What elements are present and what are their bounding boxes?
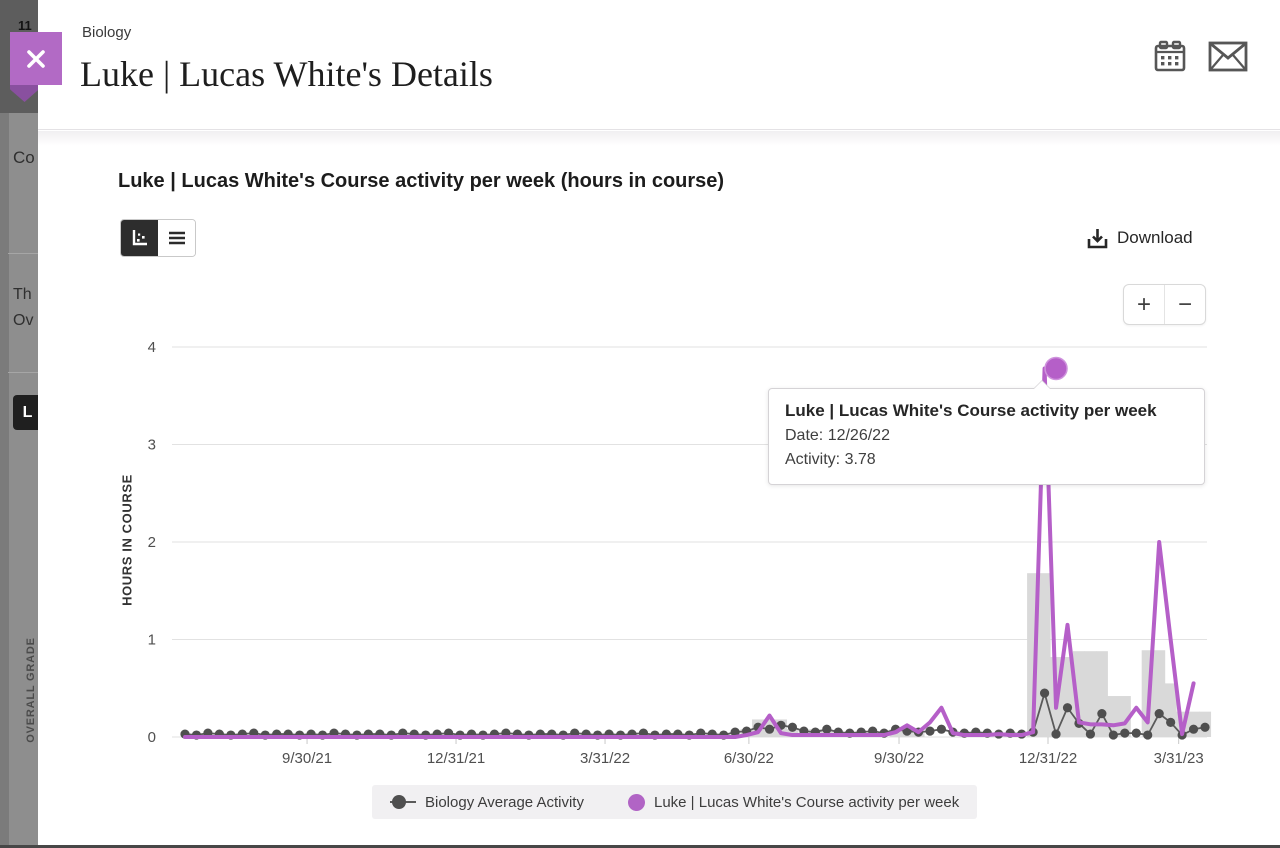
average-series-dot (1154, 709, 1164, 719)
close-button[interactable] (10, 32, 62, 85)
average-series-dot (1051, 729, 1061, 739)
modal-header (38, 0, 1280, 130)
x-tick-label: 9/30/22 (874, 750, 924, 767)
average-series-marker-icon (390, 795, 416, 809)
bar-chart-icon (132, 230, 147, 246)
course-label: Biology (82, 24, 132, 41)
y-tick-label: 4 (148, 339, 156, 356)
average-series-dot (925, 726, 935, 736)
activity-bar (1038, 573, 1051, 737)
chart-view-button[interactable] (121, 220, 158, 256)
download-icon (1087, 228, 1108, 248)
chart-zoom-control: + − (1123, 284, 1206, 325)
backdrop-text-fragment: 11 (18, 18, 32, 33)
y-tick-label: 3 (148, 437, 156, 454)
overall-grade-vertical-label: OVERALL GRADE (25, 637, 37, 743)
backdrop-text-fragment: Ov (13, 312, 34, 329)
luke-series-marker-icon (627, 793, 645, 811)
y-tick-label: 0 (148, 729, 156, 746)
download-label: Download (1117, 228, 1193, 247)
tooltip-date: Date: 12/26/22 (785, 427, 890, 444)
tooltip-title: Luke | Lucas White's Course activity per… (785, 401, 1157, 420)
backdrop-button-fragment: L (13, 395, 38, 430)
x-tick-label: 3/31/23 (1154, 750, 1204, 767)
chart-section-title: Luke | Lucas White's Course activity per… (118, 170, 725, 192)
x-tick-label: 12/31/21 (427, 750, 485, 767)
average-series-dot (1188, 724, 1199, 734)
average-series-dot (1085, 729, 1096, 739)
backdrop-text-fragment: Co (13, 148, 35, 167)
average-series-dot (936, 724, 947, 734)
activity-bar (1084, 651, 1097, 737)
calendar-button[interactable] (1152, 38, 1188, 77)
close-icon (27, 49, 45, 68)
activity-bar (1061, 657, 1074, 737)
average-series-dot (1143, 730, 1153, 740)
legend-label: Biology Average Activity (425, 793, 584, 811)
average-series-dot (1097, 709, 1107, 719)
highlighted-data-point[interactable] (1044, 356, 1068, 381)
data-point-tooltip: Luke | Lucas White's Course activity per… (768, 380, 1205, 485)
average-series-dot (822, 724, 832, 734)
luke-series-line (183, 366, 1196, 739)
average-series-dot (787, 722, 798, 732)
y-tick-label: 1 (148, 632, 156, 649)
average-series-dot (1062, 703, 1073, 713)
backdrop-divider (8, 372, 38, 373)
legend-item-average: Biology Average Activity (390, 794, 584, 811)
calendar-icon (1154, 40, 1186, 72)
mail-icon (1208, 41, 1248, 72)
page-title: Luke | Lucas White's Details (80, 54, 493, 94)
activity-bar (1118, 696, 1131, 737)
activity-bar (1153, 650, 1166, 737)
backdrop-edge (0, 0, 9, 848)
x-tick-label: 6/30/22 (724, 750, 774, 767)
message-button[interactable] (1208, 41, 1248, 75)
x-tick-label: 3/31/22 (580, 750, 630, 767)
average-series-dot (1200, 722, 1210, 732)
modal-header-shadow (38, 131, 1280, 146)
backdrop-divider (8, 253, 38, 254)
download-button[interactable]: Download (1086, 224, 1193, 252)
y-axis-title: HOURS IN COURSE (119, 474, 135, 606)
x-tick-label: 9/30/21 (282, 750, 332, 767)
chart-view-toggle (120, 219, 196, 257)
screen-bottom-edge (0, 845, 1280, 848)
legend-label: Luke | Lucas White's Course activity per… (653, 793, 960, 811)
zoom-out-button[interactable]: − (1165, 285, 1205, 324)
chart-legend: Biology Average Activity Luke | Lucas Wh… (372, 785, 978, 819)
dimmed-backdrop: 11 Co Th Ov L OVERALL GRADE (0, 0, 38, 848)
average-series-dot (730, 727, 740, 737)
activity-chart[interactable]: 0 1 2 3 4 9/30/21 12/31/21 3/31/22 6/30/22 9/30/2… (140, 336, 1220, 768)
x-tick-label: 12/31/22 (1019, 750, 1077, 767)
average-series-dot (1131, 728, 1141, 738)
average-series-dot (1166, 717, 1176, 727)
average-series-dot (1039, 688, 1050, 698)
list-icon (168, 231, 185, 245)
average-series-dot (1108, 730, 1118, 740)
y-tick-label: 2 (148, 534, 156, 551)
average-series-dot (764, 724, 775, 734)
tooltip-activity: Activity: 3.78 (785, 451, 876, 468)
activity-bar (1164, 683, 1177, 737)
average-series-dot (1120, 728, 1130, 738)
activity-bar (1072, 651, 1085, 737)
table-view-button[interactable] (158, 220, 195, 256)
backdrop-text-fragment: Th (13, 286, 32, 303)
legend-item-luke: Luke | Lucas White's Course activity per… (627, 793, 960, 811)
zoom-in-button[interactable]: + (1124, 285, 1165, 324)
